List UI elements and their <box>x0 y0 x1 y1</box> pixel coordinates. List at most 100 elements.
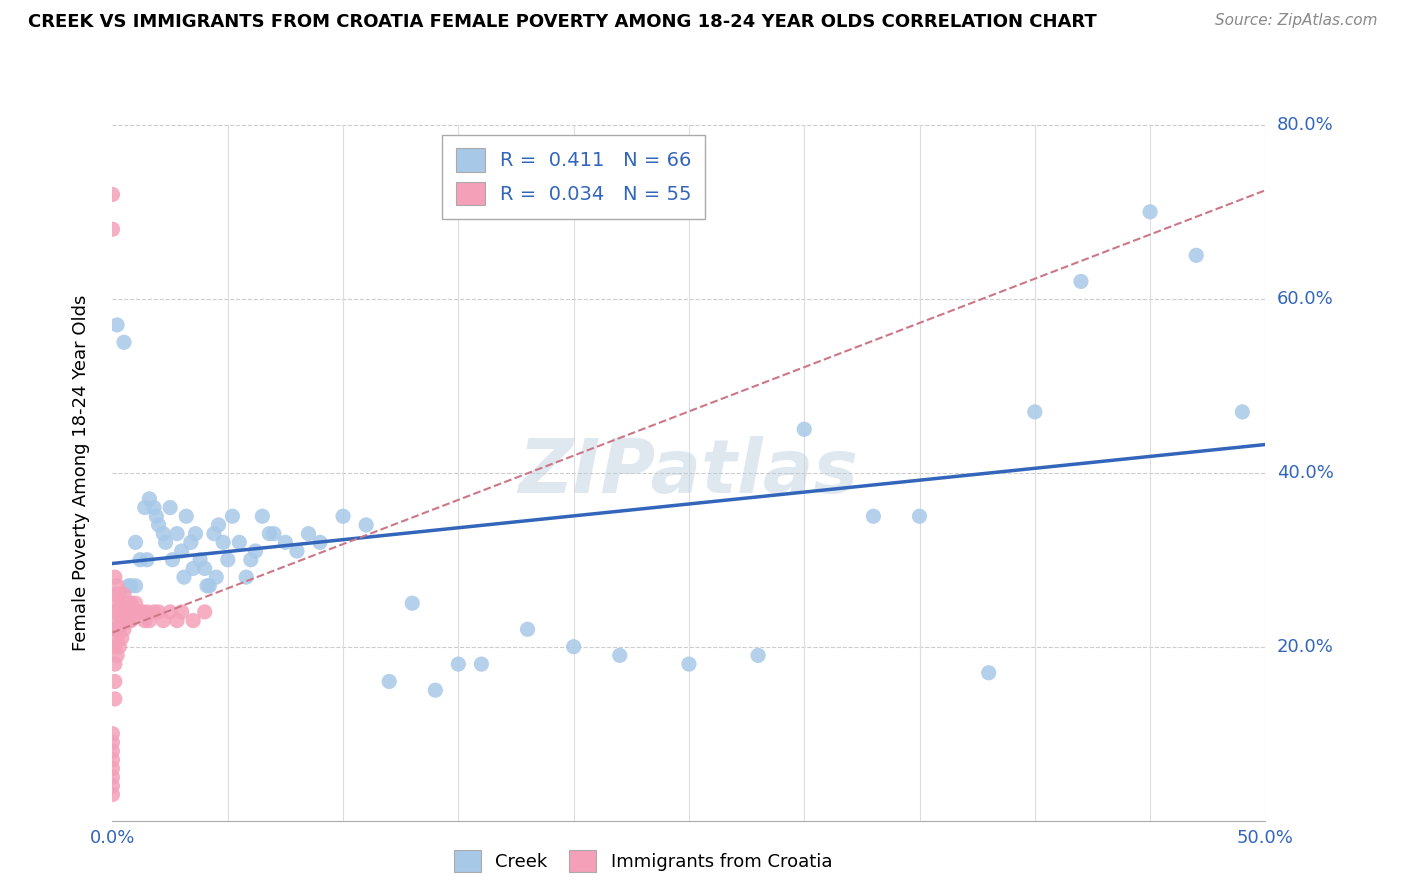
Point <box>101 761 124 775</box>
Point <box>678 657 700 671</box>
Point <box>129 605 152 619</box>
Point <box>977 665 1000 680</box>
Point <box>101 788 124 802</box>
Point <box>285 544 308 558</box>
Point <box>105 648 128 663</box>
Point <box>115 614 138 628</box>
Point <box>155 535 177 549</box>
Point <box>117 614 139 628</box>
Point <box>263 526 285 541</box>
Point <box>104 623 127 637</box>
Point <box>1024 405 1046 419</box>
Point <box>105 318 128 332</box>
Legend: Creek, Immigrants from Croatia: Creek, Immigrants from Croatia <box>444 841 841 881</box>
Point <box>120 596 142 610</box>
Point <box>162 552 184 567</box>
Point <box>259 526 281 541</box>
Point <box>245 544 267 558</box>
Point <box>101 726 124 740</box>
Point <box>188 552 211 567</box>
Point <box>101 735 124 749</box>
Point <box>793 422 815 436</box>
Point <box>354 517 377 532</box>
Point <box>173 570 195 584</box>
Point <box>195 579 218 593</box>
Point <box>159 500 181 515</box>
Point <box>122 605 145 619</box>
Point <box>198 579 221 593</box>
Point <box>332 509 354 524</box>
Point <box>124 596 146 610</box>
Point <box>101 222 124 236</box>
Point <box>143 605 166 619</box>
Point <box>138 614 160 628</box>
Point <box>908 509 931 524</box>
Point <box>747 648 769 663</box>
Point <box>104 692 127 706</box>
Point <box>101 744 124 758</box>
Point <box>562 640 585 654</box>
Point <box>134 614 156 628</box>
Point <box>124 579 146 593</box>
Point <box>152 614 174 628</box>
Point <box>127 605 149 619</box>
Point <box>104 674 127 689</box>
Point <box>609 648 631 663</box>
Point <box>174 509 197 524</box>
Point <box>136 552 159 567</box>
Point <box>425 683 447 698</box>
Y-axis label: Female Poverty Among 18-24 Year Olds: Female Poverty Among 18-24 Year Olds <box>72 294 90 651</box>
Point <box>112 605 135 619</box>
Point <box>1232 405 1254 419</box>
Point <box>221 509 243 524</box>
Point <box>120 614 142 628</box>
Point <box>105 596 128 610</box>
Point <box>117 579 139 593</box>
Point <box>111 631 134 645</box>
Text: 60.0%: 60.0% <box>1277 290 1334 308</box>
Point <box>1185 248 1208 262</box>
Point <box>143 500 166 515</box>
Point <box>117 596 139 610</box>
Point <box>148 517 170 532</box>
Point <box>170 544 193 558</box>
Point <box>309 535 332 549</box>
Point <box>207 517 229 532</box>
Point <box>108 640 131 654</box>
Point <box>105 579 128 593</box>
Point <box>170 605 193 619</box>
Point <box>401 596 423 610</box>
Point <box>447 657 470 671</box>
Text: 80.0%: 80.0% <box>1277 116 1334 134</box>
Point <box>470 657 492 671</box>
Point <box>108 587 131 601</box>
Point <box>111 614 134 628</box>
Text: ZIPatlas: ZIPatlas <box>519 436 859 509</box>
Point <box>131 605 153 619</box>
Point <box>194 561 217 575</box>
Point <box>252 509 274 524</box>
Point <box>124 535 146 549</box>
Point <box>112 335 135 350</box>
Point <box>228 535 250 549</box>
Point <box>152 526 174 541</box>
Point <box>101 779 124 793</box>
Point <box>108 605 131 619</box>
Point <box>105 631 128 645</box>
Point <box>862 509 884 524</box>
Point <box>194 605 217 619</box>
Point <box>378 674 401 689</box>
Point <box>217 552 239 567</box>
Point <box>166 526 188 541</box>
Point <box>180 535 202 549</box>
Point <box>212 535 235 549</box>
Point <box>112 587 135 601</box>
Point <box>1139 205 1161 219</box>
Point <box>239 552 262 567</box>
Point <box>159 605 181 619</box>
Point <box>1070 274 1092 288</box>
Point <box>105 614 128 628</box>
Point <box>112 623 135 637</box>
Point <box>202 526 225 541</box>
Point <box>104 605 127 619</box>
